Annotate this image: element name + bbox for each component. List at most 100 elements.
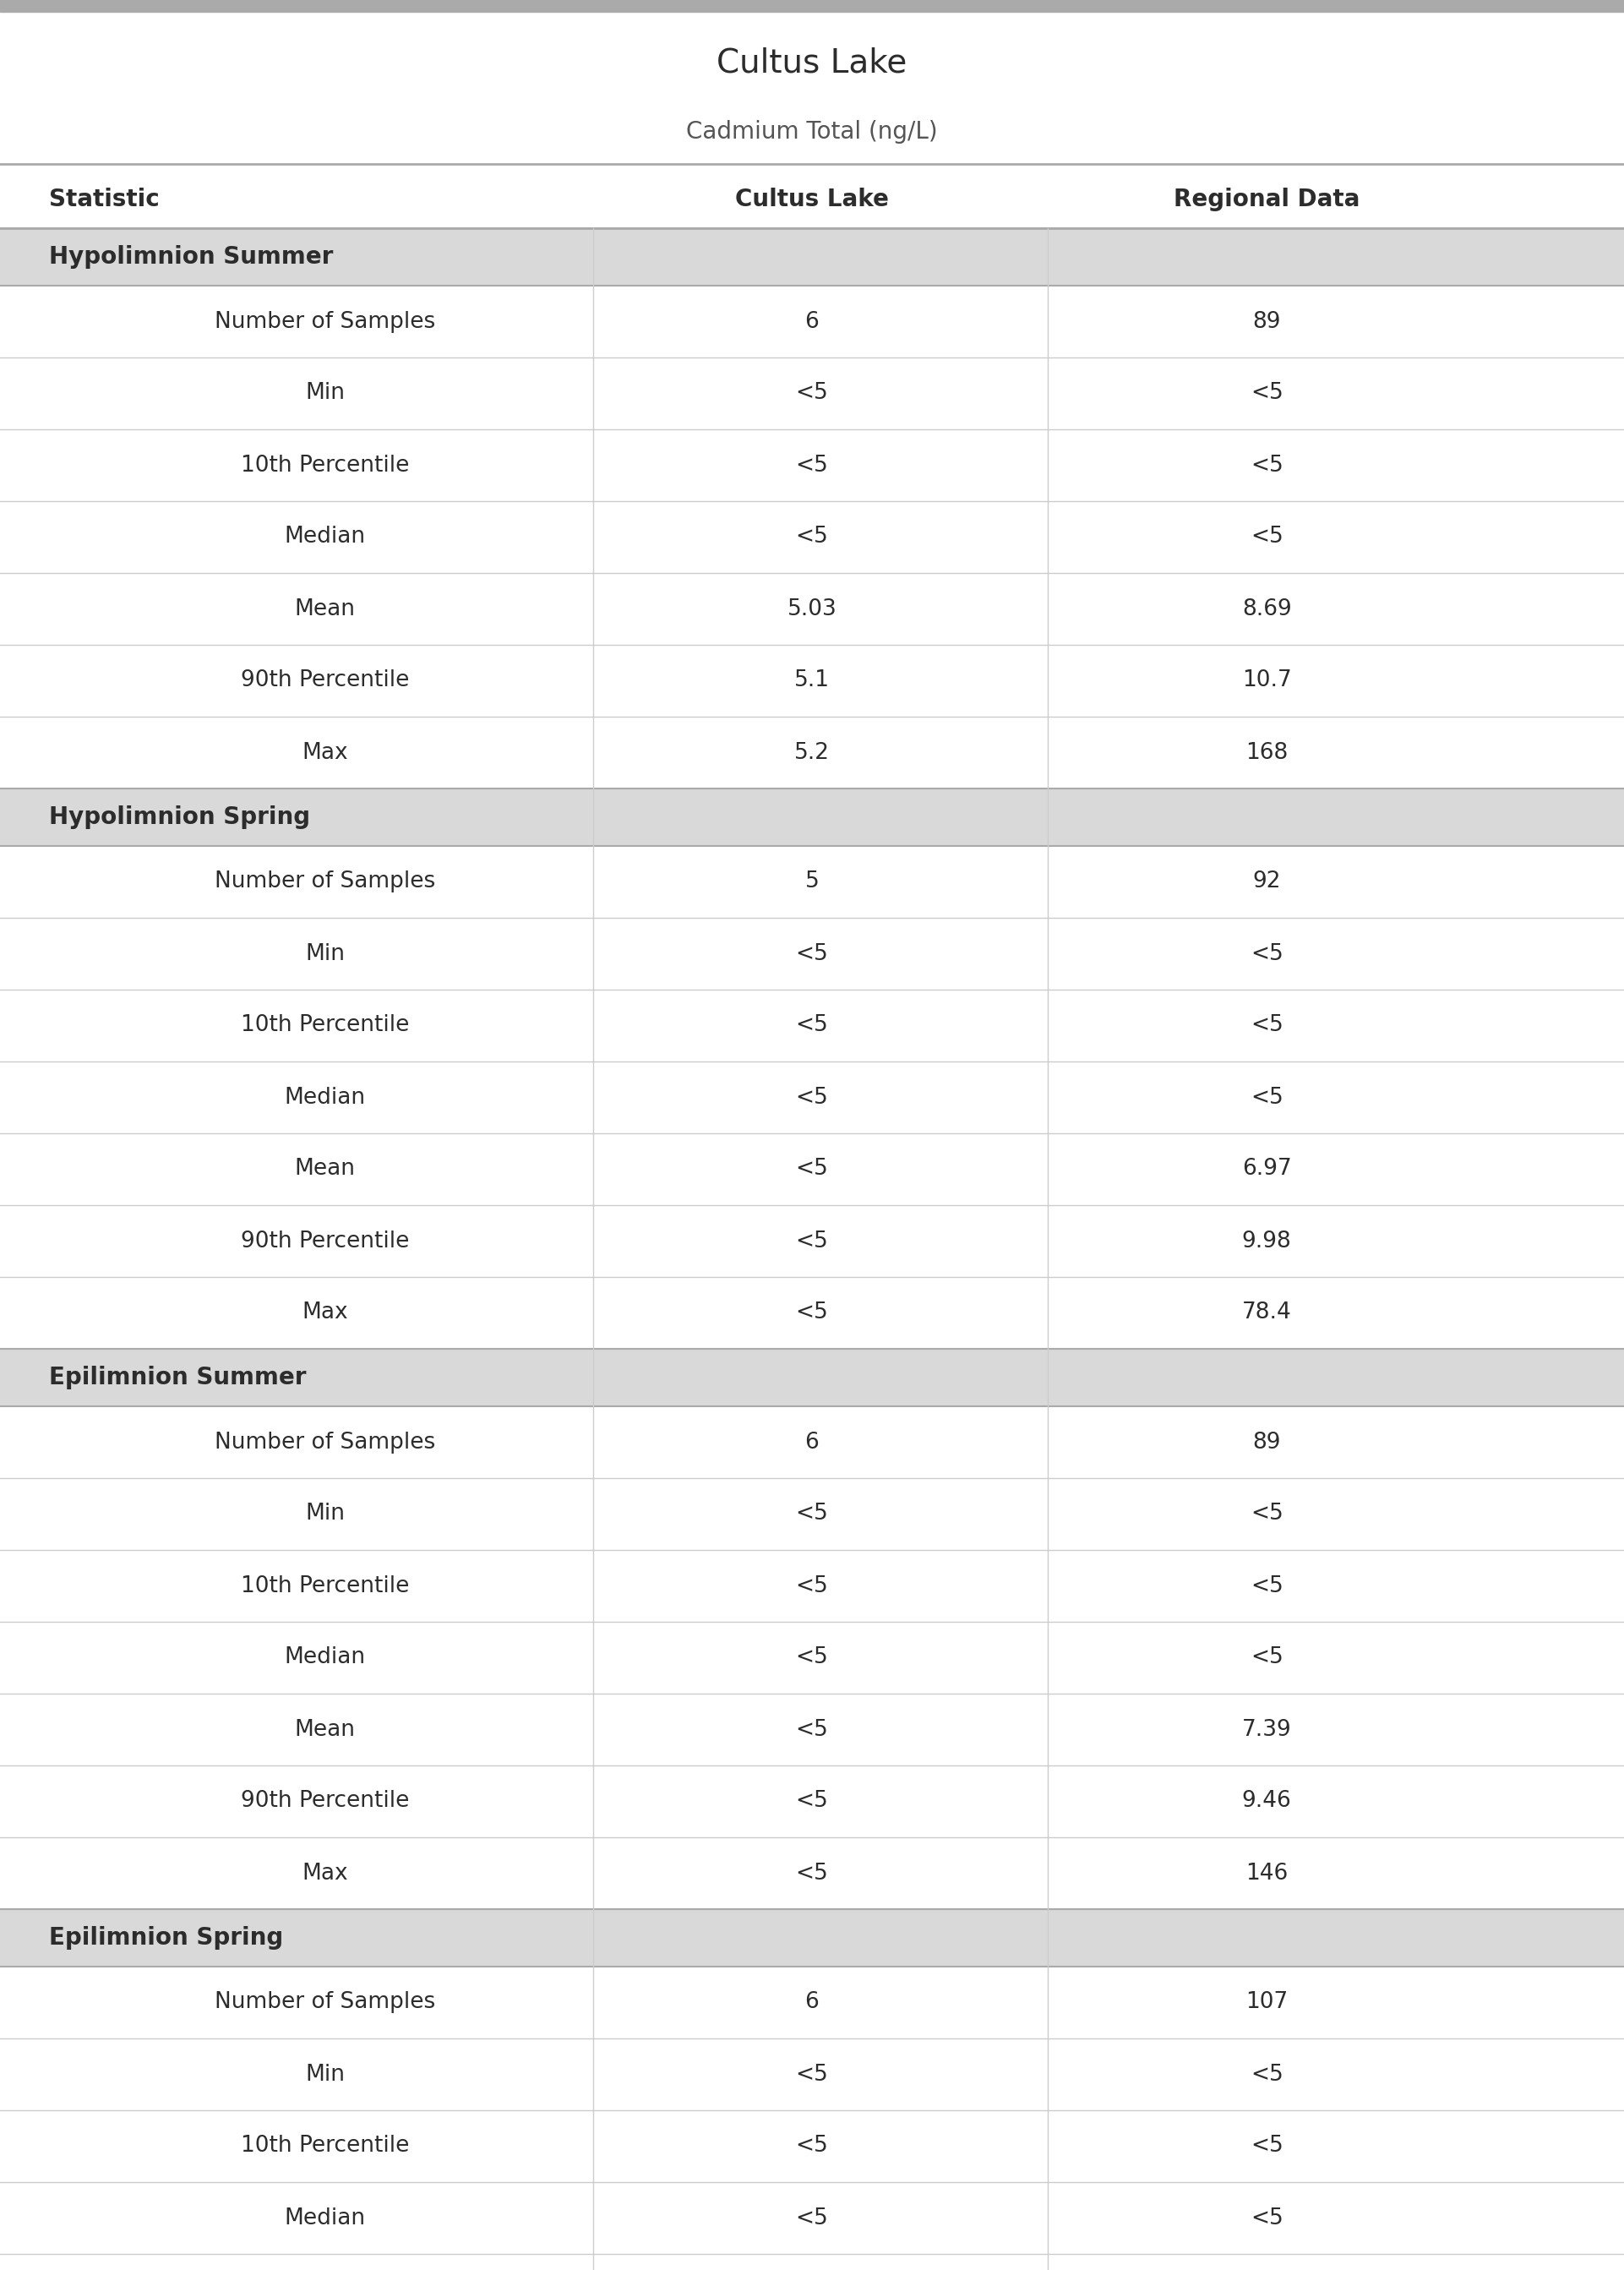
Bar xyxy=(0,2181,1624,2254)
Text: 5.2: 5.2 xyxy=(794,742,830,763)
Text: Mean: Mean xyxy=(294,1158,356,1180)
Text: 107: 107 xyxy=(1246,1991,1288,2013)
Text: 89: 89 xyxy=(1252,1430,1281,1453)
Text: <5: <5 xyxy=(796,1015,828,1037)
Text: 10th Percentile: 10th Percentile xyxy=(240,1575,409,1596)
Text: Median: Median xyxy=(284,2206,365,2229)
Text: <5: <5 xyxy=(796,2063,828,2086)
Text: 6: 6 xyxy=(806,311,818,334)
Text: <5: <5 xyxy=(796,1087,828,1108)
Text: <5: <5 xyxy=(796,1230,828,1253)
Bar xyxy=(0,2038,1624,2111)
Text: Cadmium Total (ng/L): Cadmium Total (ng/L) xyxy=(687,120,937,143)
Text: <5: <5 xyxy=(1250,2206,1283,2229)
Bar xyxy=(0,847,1624,917)
Text: 90th Percentile: 90th Percentile xyxy=(240,1230,409,1253)
Bar xyxy=(0,1909,1624,1966)
Text: <5: <5 xyxy=(796,1503,828,1525)
Bar xyxy=(0,0,1624,11)
Text: <5: <5 xyxy=(796,1303,828,1323)
Bar xyxy=(0,286,1624,356)
Text: <5: <5 xyxy=(796,527,828,547)
Text: Number of Samples: Number of Samples xyxy=(214,311,435,334)
Bar xyxy=(0,645,1624,717)
Bar xyxy=(0,1278,1624,1348)
Bar xyxy=(0,502,1624,572)
Text: Max: Max xyxy=(302,1861,348,1884)
Text: 5.03: 5.03 xyxy=(788,597,836,620)
Text: 90th Percentile: 90th Percentile xyxy=(240,670,409,692)
Text: <5: <5 xyxy=(796,454,828,477)
Text: <5: <5 xyxy=(1250,381,1283,404)
Text: Max: Max xyxy=(302,1303,348,1323)
Text: Statistic: Statistic xyxy=(49,188,159,211)
Bar xyxy=(0,1407,1624,1478)
Bar xyxy=(0,1062,1624,1133)
Text: Mean: Mean xyxy=(294,597,356,620)
Text: <5: <5 xyxy=(796,1718,828,1741)
Bar xyxy=(0,1478,1624,1550)
Text: Cultus Lake: Cultus Lake xyxy=(716,48,908,79)
Text: <5: <5 xyxy=(796,1646,828,1668)
Bar xyxy=(0,990,1624,1062)
Bar xyxy=(0,1836,1624,1909)
Text: <5: <5 xyxy=(796,2206,828,2229)
Text: 10.7: 10.7 xyxy=(1242,670,1291,692)
Text: Regional Data: Regional Data xyxy=(1174,188,1359,211)
Bar xyxy=(0,356,1624,429)
Text: 10th Percentile: 10th Percentile xyxy=(240,1015,409,1037)
Text: <5: <5 xyxy=(796,942,828,965)
Bar xyxy=(0,1550,1624,1621)
Text: <5: <5 xyxy=(796,2136,828,2156)
Text: 146: 146 xyxy=(1246,1861,1288,1884)
Bar xyxy=(0,917,1624,990)
Bar xyxy=(0,1693,1624,1766)
Text: 78.4: 78.4 xyxy=(1242,1303,1291,1323)
Text: Median: Median xyxy=(284,527,365,547)
Bar xyxy=(0,429,1624,502)
Text: Cultus Lake: Cultus Lake xyxy=(736,188,888,211)
Text: 5.1: 5.1 xyxy=(794,670,830,692)
Bar xyxy=(0,572,1624,645)
Text: <5: <5 xyxy=(796,1791,828,1811)
Text: 9.46: 9.46 xyxy=(1242,1791,1291,1811)
Bar xyxy=(0,1133,1624,1205)
Text: <5: <5 xyxy=(1250,942,1283,965)
Bar xyxy=(0,717,1624,788)
Text: <5: <5 xyxy=(1250,454,1283,477)
Text: 89: 89 xyxy=(1252,311,1281,334)
Text: <5: <5 xyxy=(1250,1575,1283,1596)
Bar xyxy=(0,2254,1624,2270)
Text: Number of Samples: Number of Samples xyxy=(214,1430,435,1453)
Text: Median: Median xyxy=(284,1646,365,1668)
Text: <5: <5 xyxy=(1250,1087,1283,1108)
Bar xyxy=(0,229,1624,286)
Bar xyxy=(0,1966,1624,2038)
Text: <5: <5 xyxy=(1250,2136,1283,2156)
Text: <5: <5 xyxy=(1250,1015,1283,1037)
Text: Number of Samples: Number of Samples xyxy=(214,872,435,892)
Text: Epilimnion Summer: Epilimnion Summer xyxy=(49,1367,305,1389)
Text: <5: <5 xyxy=(1250,1503,1283,1525)
Text: <5: <5 xyxy=(1250,2063,1283,2086)
Text: 9.98: 9.98 xyxy=(1242,1230,1291,1253)
Bar xyxy=(0,788,1624,847)
Text: Hypolimnion Spring: Hypolimnion Spring xyxy=(49,806,310,829)
Text: Mean: Mean xyxy=(294,1718,356,1741)
Text: <5: <5 xyxy=(1250,1646,1283,1668)
Text: 8.69: 8.69 xyxy=(1242,597,1291,620)
Text: Min: Min xyxy=(305,2063,344,2086)
Text: 6.97: 6.97 xyxy=(1242,1158,1291,1180)
Text: <5: <5 xyxy=(796,1575,828,1596)
Bar xyxy=(0,2111,1624,2181)
Text: 5: 5 xyxy=(806,872,818,892)
Bar xyxy=(0,1205,1624,1278)
Text: <5: <5 xyxy=(1250,527,1283,547)
Bar xyxy=(0,1348,1624,1407)
Text: Hypolimnion Summer: Hypolimnion Summer xyxy=(49,245,333,268)
Text: Number of Samples: Number of Samples xyxy=(214,1991,435,2013)
Bar xyxy=(0,1766,1624,1836)
Text: Min: Min xyxy=(305,381,344,404)
Text: 7.39: 7.39 xyxy=(1242,1718,1291,1741)
Text: Median: Median xyxy=(284,1087,365,1108)
